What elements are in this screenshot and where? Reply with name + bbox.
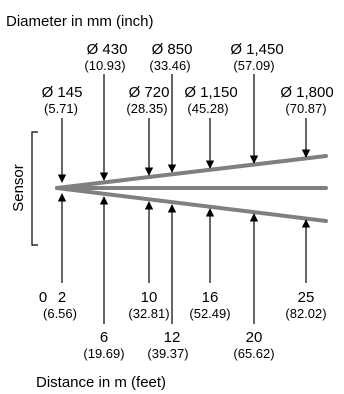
diameter-label-1450-inch: (57.09) bbox=[233, 58, 274, 73]
diagram-title: Diameter in mm (inch) bbox=[6, 13, 154, 30]
distance-label-25-m: 25 bbox=[298, 289, 315, 306]
diameter-labels: Ø 145 (5.71) Ø 430 (10.93) Ø 720 (28.35)… bbox=[42, 41, 334, 116]
diameter-label-1800-mm: Ø 1,800 bbox=[280, 84, 333, 101]
sensor-label: Sensor bbox=[10, 164, 27, 212]
distance-label-16-ft: (52.49) bbox=[189, 306, 230, 321]
lower-arrows bbox=[57, 193, 311, 324]
diameter-label-1450-mm: Ø 1,450 bbox=[230, 41, 283, 58]
diameter-label-430-inch: (10.93) bbox=[84, 58, 125, 73]
diameter-label-1150-inch: (45.28) bbox=[187, 101, 228, 116]
x-axis-label: Distance in m (feet) bbox=[36, 374, 166, 391]
diameter-label-720-inch: (28.35) bbox=[126, 101, 167, 116]
beam-cone bbox=[55, 154, 328, 223]
distance-label-25-ft: (82.02) bbox=[285, 306, 326, 321]
diameter-label-430-mm: Ø 430 bbox=[87, 41, 128, 58]
distance-label-6-m: 6 bbox=[100, 329, 108, 346]
beam-lower-edge bbox=[55, 186, 328, 223]
beam-upper-edge bbox=[55, 154, 328, 190]
distance-label-10-m: 10 bbox=[141, 289, 158, 306]
distance-label-12-m: 12 bbox=[164, 329, 181, 346]
distance-label-20-m: 20 bbox=[246, 329, 263, 346]
diameter-label-1800-inch: (70.87) bbox=[285, 101, 326, 116]
distance-label-12-ft: (39.37) bbox=[147, 346, 188, 361]
sensor-bracket bbox=[31, 131, 38, 246]
diameter-label-850-mm: Ø 850 bbox=[152, 41, 193, 58]
diameter-label-145-inch: (5.71) bbox=[44, 101, 78, 116]
distance-label-6-ft: (19.69) bbox=[83, 346, 124, 361]
distance-label-2-m: 2 bbox=[58, 289, 66, 306]
diameter-label-1150-mm: Ø 1,150 bbox=[184, 84, 237, 101]
distance-label-20-ft: (65.62) bbox=[233, 346, 274, 361]
distance-label-10-ft: (32.81) bbox=[128, 306, 169, 321]
diameter-label-720-mm: Ø 720 bbox=[129, 84, 170, 101]
distance-label-2-ft: (6.56) bbox=[43, 306, 77, 321]
distance-label-16-m: 16 bbox=[202, 289, 219, 306]
distance-labels: 0 2 (6.56) 6 (19.69) 10 (32.81) 12 (39.3… bbox=[39, 289, 327, 361]
diameter-label-145-mm: Ø 145 bbox=[42, 84, 83, 101]
upper-arrows bbox=[57, 74, 311, 183]
distance-label-0-m: 0 bbox=[39, 289, 47, 306]
diameter-label-850-inch: (33.46) bbox=[149, 58, 190, 73]
